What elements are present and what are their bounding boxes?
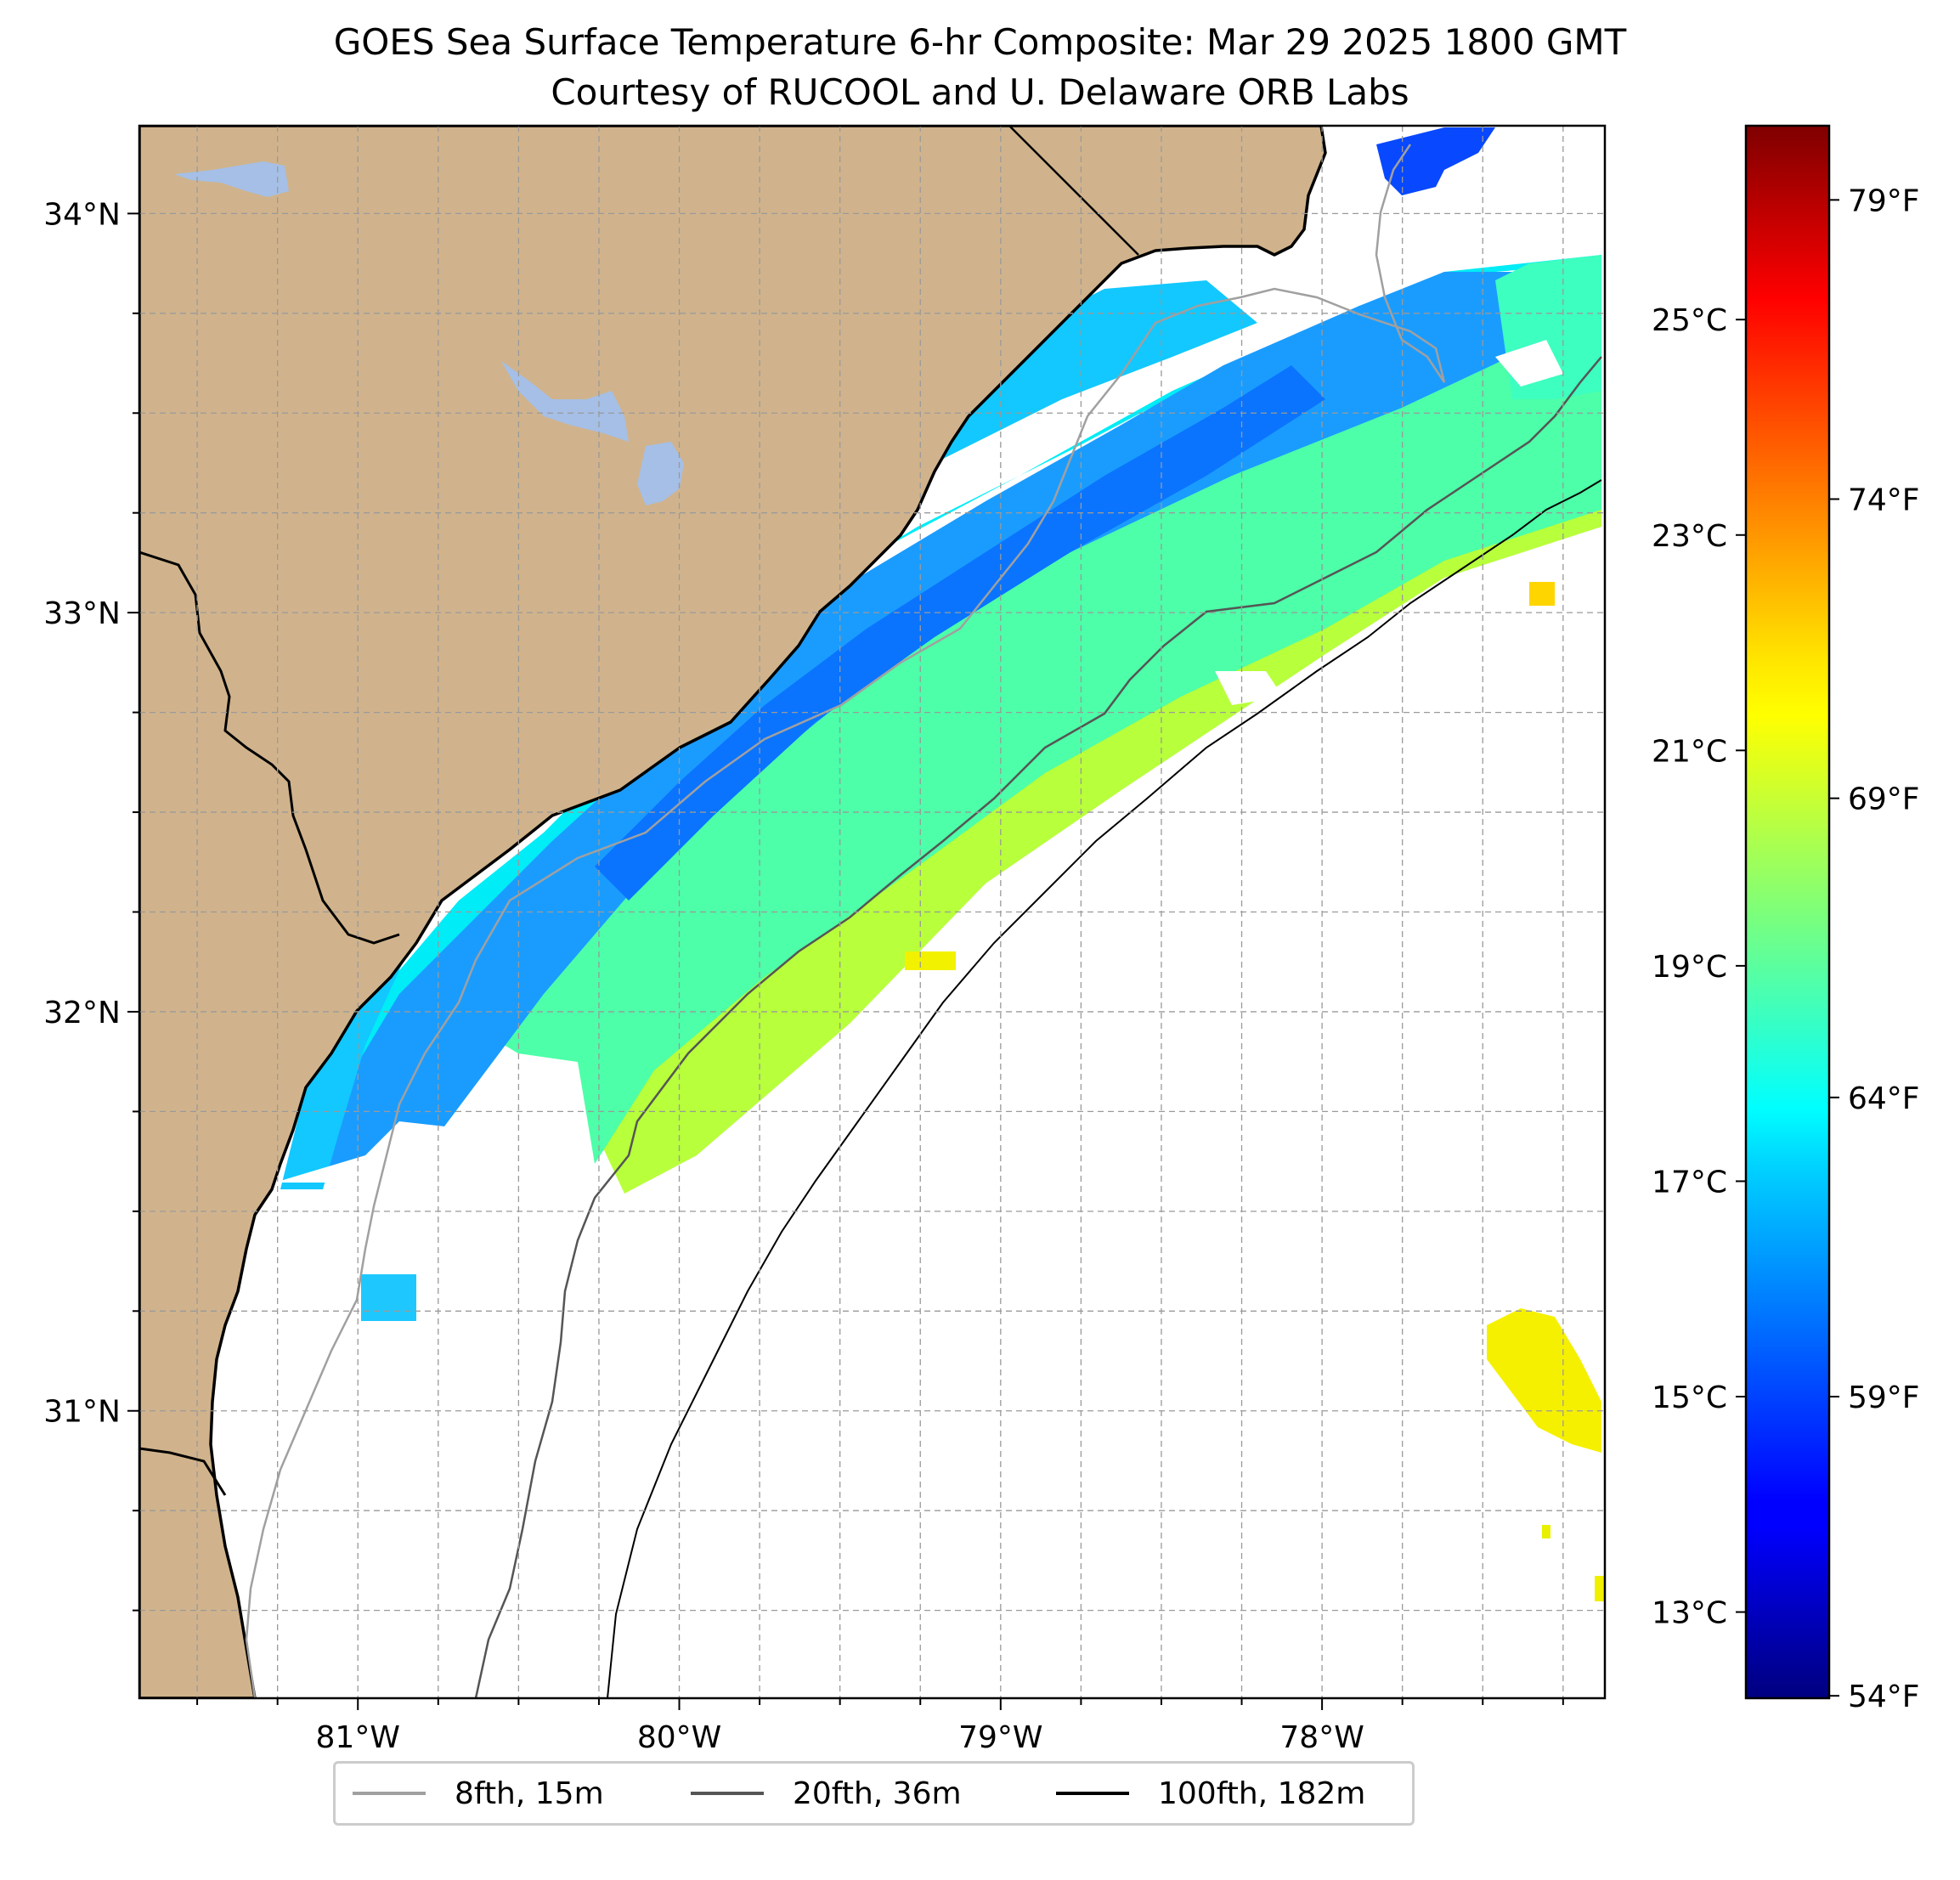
fahrenheit-tick-label: 69°F bbox=[1848, 782, 1920, 817]
legend-swatch-8fth bbox=[353, 1792, 426, 1795]
cloud-gap-northeast bbox=[1495, 340, 1563, 387]
river-south bbox=[139, 1447, 227, 1496]
title-line-2: Courtesy of RUCOOL and U. Delaware ORB L… bbox=[551, 71, 1409, 113]
fahrenheit-tick-label: 74°F bbox=[1848, 483, 1920, 518]
fahrenheit-tick-label: 79°F bbox=[1848, 183, 1920, 218]
legend-label-20fth: 20fth, 36m bbox=[793, 1776, 962, 1811]
lon-tick-label: 81°W bbox=[316, 1720, 400, 1755]
sst-yellow-speck-2 bbox=[1529, 582, 1555, 606]
lon-tick-label: 79°W bbox=[958, 1720, 1042, 1755]
legend-item-20fth: 20fth, 36m bbox=[691, 1764, 962, 1823]
lon-tick-label: 80°W bbox=[637, 1720, 721, 1755]
legend-swatch-20fth bbox=[691, 1792, 764, 1795]
river-savannah bbox=[139, 550, 400, 945]
celsius-tick-label: 13°C bbox=[1652, 1596, 1727, 1631]
sst-cyan-blob bbox=[361, 1274, 416, 1321]
fahrenheit-tick-label: 54°F bbox=[1848, 1680, 1920, 1714]
cloud-gap-middle bbox=[1215, 671, 1283, 705]
colorbar-labels: 25°C 23°C 21°C 19°C 17°C 15°C 13°C 79°F 74°F 69°F… bbox=[1652, 183, 1919, 1714]
state-border bbox=[1008, 126, 1139, 256]
contour-20fth bbox=[474, 356, 1602, 1698]
legend-item-8fth: 8fth, 15m bbox=[353, 1764, 604, 1823]
celsius-tick-label: 21°C bbox=[1652, 734, 1727, 769]
lake-marion bbox=[501, 361, 629, 442]
sst-core-blue bbox=[302, 272, 1546, 1181]
colorbar-ticks bbox=[1736, 199, 1839, 1697]
axis-ticks bbox=[127, 212, 1564, 1710]
cloud-gap-southwest bbox=[280, 1121, 595, 1183]
sst-yellow-speck-1 bbox=[905, 951, 956, 970]
legend-item-100fth: 100fth, 182m bbox=[1056, 1764, 1365, 1823]
colorbar-frame bbox=[1744, 124, 1831, 1700]
celsius-tick-label: 17°C bbox=[1652, 1165, 1727, 1200]
lat-tick-label: 34°N bbox=[43, 197, 121, 232]
title-line-1: GOES Sea Surface Temperature 6-hr Compos… bbox=[333, 21, 1627, 63]
sst-band-mid-green bbox=[476, 280, 1601, 1164]
lake-north bbox=[174, 161, 289, 197]
legend-swatch-100fth bbox=[1056, 1792, 1129, 1795]
sst-onslow-blue bbox=[1376, 127, 1495, 195]
fahrenheit-tick-label: 64°F bbox=[1848, 1081, 1920, 1116]
celsius-tick-label: 15°C bbox=[1652, 1380, 1727, 1415]
sst-data-field bbox=[280, 127, 1605, 1601]
celsius-tick-label: 23°C bbox=[1652, 519, 1727, 554]
contour-8fth bbox=[245, 144, 1446, 1698]
fahrenheit-tick-label: 59°F bbox=[1848, 1380, 1920, 1415]
gridlines bbox=[139, 126, 1605, 1698]
sst-east-yellow-patch bbox=[1487, 1308, 1601, 1453]
lat-tick-label: 33°N bbox=[43, 596, 121, 631]
sst-speck-3 bbox=[1542, 1525, 1550, 1538]
celsius-tick-label: 25°C bbox=[1652, 303, 1727, 338]
sst-band-offshore-yellow bbox=[595, 459, 1601, 1194]
lat-tick-label: 31°N bbox=[43, 1395, 121, 1430]
contour-100fth bbox=[607, 479, 1602, 1698]
lon-tick-label: 78°W bbox=[1279, 1720, 1364, 1755]
legend-label-100fth: 100fth, 182m bbox=[1158, 1776, 1366, 1811]
axis-labels: 81°W 80°W 79°W 78°W 34°N 33°N 32°N 31°N bbox=[43, 197, 1364, 1755]
land-mass bbox=[139, 126, 1327, 1698]
celsius-tick-label: 19°C bbox=[1652, 950, 1727, 985]
legend-label-8fth: 8fth, 15m bbox=[455, 1776, 604, 1811]
lake-moultrie bbox=[637, 442, 684, 505]
colorbar bbox=[1746, 126, 1829, 1698]
sst-inner-blue bbox=[595, 365, 1325, 900]
sst-speck-4 bbox=[1595, 1576, 1605, 1601]
lat-tick-label: 32°N bbox=[43, 996, 121, 1030]
contour-legend: 8fth, 15m 20fth, 36m 100fth, 182m bbox=[333, 1761, 1415, 1826]
